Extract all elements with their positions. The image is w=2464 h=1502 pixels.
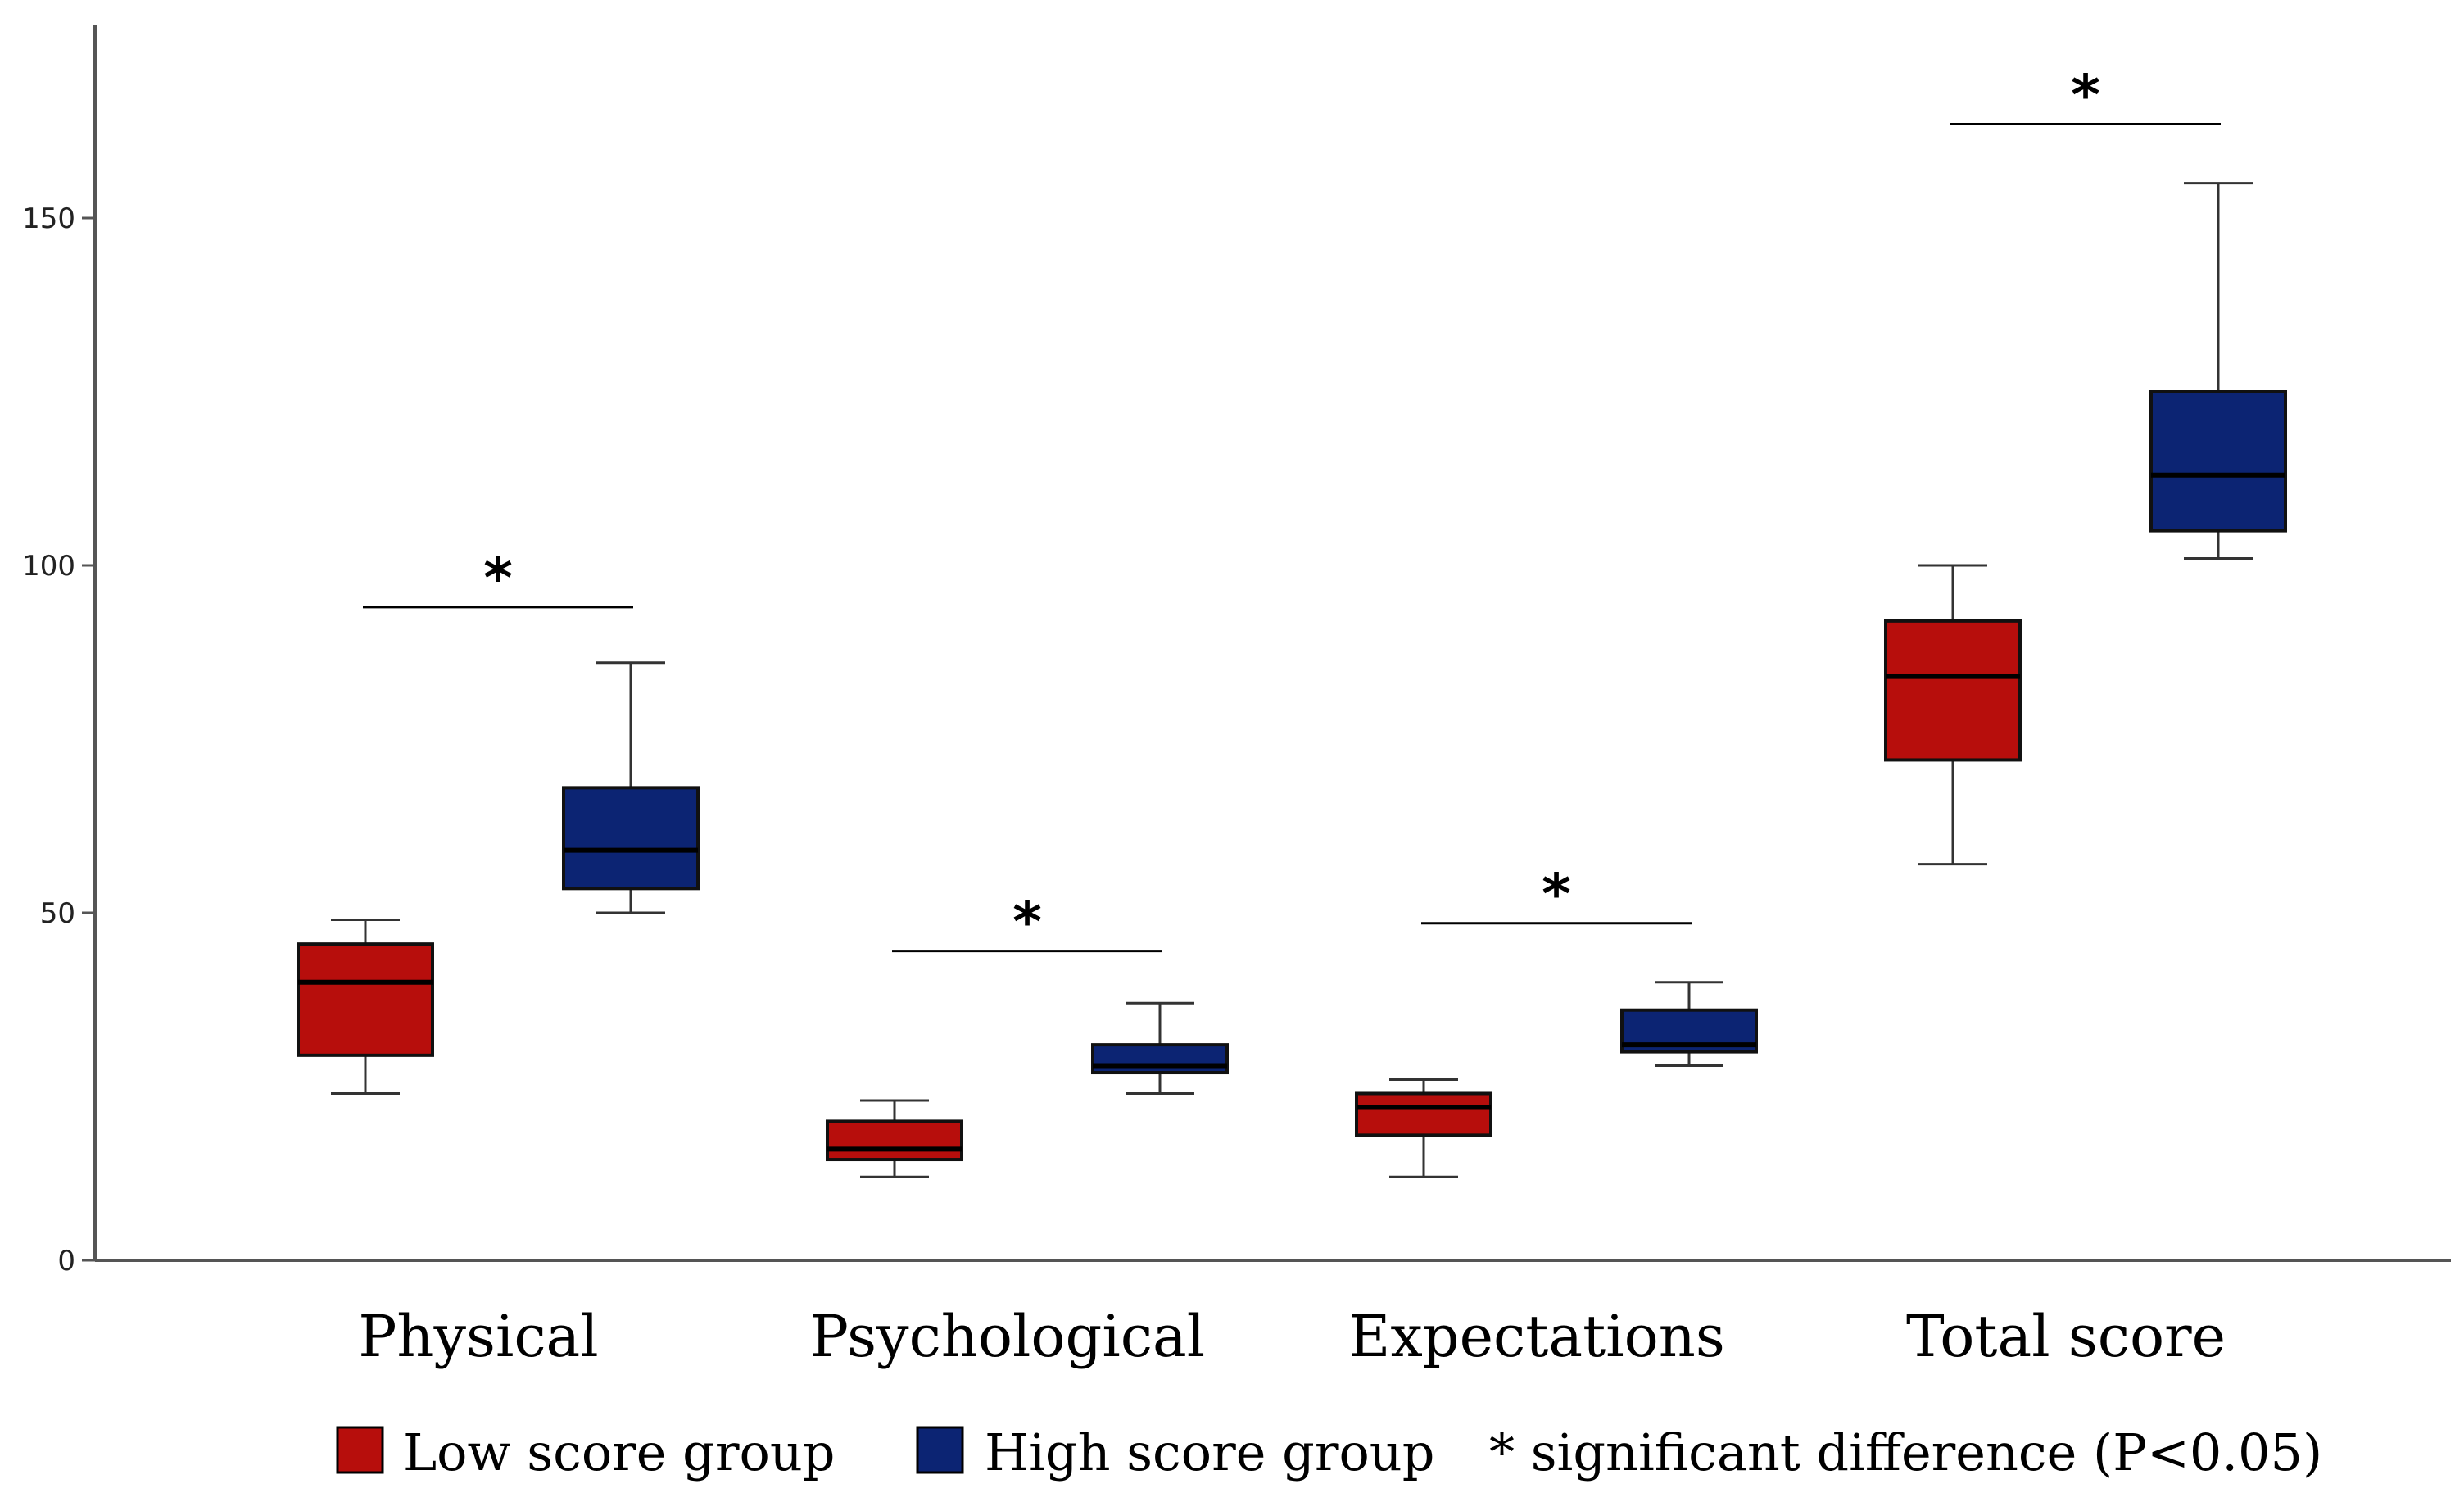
- iqr-box: [1091, 1043, 1229, 1075]
- y-tick-label: 150: [22, 202, 75, 235]
- legend-significance-note: * significant difference (P<0.05): [1489, 1423, 2322, 1482]
- box-high-expectations: [1620, 981, 1758, 1068]
- boxes-layer: [297, 182, 2287, 1178]
- category-label: Expectations: [1348, 1303, 1725, 1370]
- iqr-box: [562, 786, 700, 891]
- category-label: Psychological: [810, 1303, 1205, 1370]
- category-labels: Physical Psychological Expectations Total s…: [358, 1303, 2226, 1370]
- legend-swatch-high: [916, 1426, 964, 1474]
- legend-swatch-low: [336, 1426, 384, 1474]
- y-tick-label: 50: [40, 897, 75, 930]
- iqr-box: [826, 1119, 963, 1162]
- box-low-psychological: [826, 1099, 963, 1178]
- significance-star: *: [1542, 863, 1571, 928]
- iqr-box: [297, 942, 434, 1057]
- significance-star: *: [2071, 64, 2100, 129]
- significance-star: *: [483, 547, 513, 611]
- significance-star: *: [1012, 891, 1042, 955]
- legend: Low score group High score group * signi…: [336, 1423, 2322, 1482]
- iqr-box: [2149, 390, 2287, 533]
- box-high-psychological: [1091, 1001, 1229, 1095]
- box-low-physical: [297, 918, 434, 1095]
- box-high-physical: [562, 661, 700, 914]
- y-tick-label: 100: [22, 550, 75, 583]
- iqr-box: [1884, 619, 2022, 762]
- y-tick-label: 0: [57, 1245, 75, 1277]
- category-label: Physical: [358, 1303, 598, 1370]
- significance-markers: * * * *: [363, 64, 2221, 955]
- box-low-total-score: [1884, 564, 2022, 866]
- box-low-expectations: [1355, 1078, 1492, 1178]
- category-label: Total score: [1906, 1303, 2226, 1370]
- iqr-box: [1355, 1091, 1492, 1137]
- y-axis-ticks: 0 50 100 150: [22, 202, 95, 1277]
- legend-label-low: Low score group: [403, 1423, 835, 1482]
- box-high-total-score: [2149, 182, 2287, 560]
- legend-label-high: High score group: [985, 1423, 1434, 1482]
